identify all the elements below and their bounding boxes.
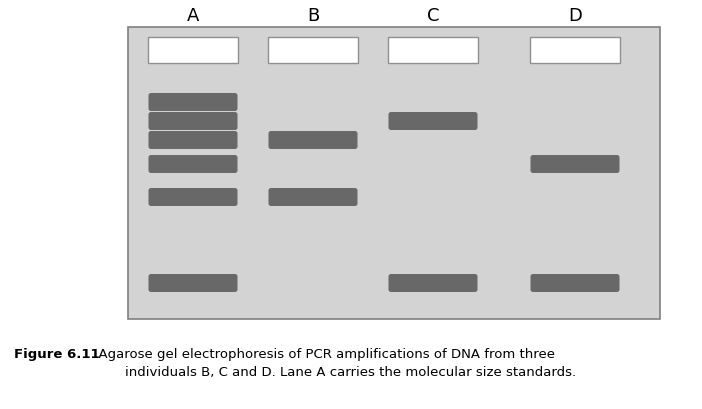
- FancyBboxPatch shape: [149, 189, 237, 207]
- FancyBboxPatch shape: [149, 113, 237, 131]
- Text: C: C: [427, 7, 439, 25]
- Text: Agarose gel electrophoresis of PCR amplifications of DNA from three: Agarose gel electrophoresis of PCR ampli…: [90, 347, 555, 360]
- FancyBboxPatch shape: [149, 155, 237, 173]
- FancyBboxPatch shape: [268, 189, 357, 207]
- FancyBboxPatch shape: [268, 132, 357, 150]
- Bar: [388, 38, 478, 64]
- Bar: [268, 38, 358, 64]
- Bar: [530, 38, 620, 64]
- Text: D: D: [568, 7, 582, 25]
- Text: individuals B, C and D. Lane A carries the molecular size standards.: individuals B, C and D. Lane A carries t…: [126, 365, 576, 378]
- FancyBboxPatch shape: [531, 274, 619, 292]
- Bar: [148, 38, 238, 64]
- Bar: [128, 28, 660, 319]
- Text: Figure 6.11: Figure 6.11: [14, 347, 100, 360]
- FancyBboxPatch shape: [531, 155, 619, 173]
- Text: A: A: [187, 7, 199, 25]
- FancyBboxPatch shape: [149, 274, 237, 292]
- FancyBboxPatch shape: [388, 274, 477, 292]
- FancyBboxPatch shape: [388, 113, 477, 131]
- FancyBboxPatch shape: [149, 132, 237, 150]
- FancyBboxPatch shape: [149, 94, 237, 112]
- Text: B: B: [307, 7, 319, 25]
